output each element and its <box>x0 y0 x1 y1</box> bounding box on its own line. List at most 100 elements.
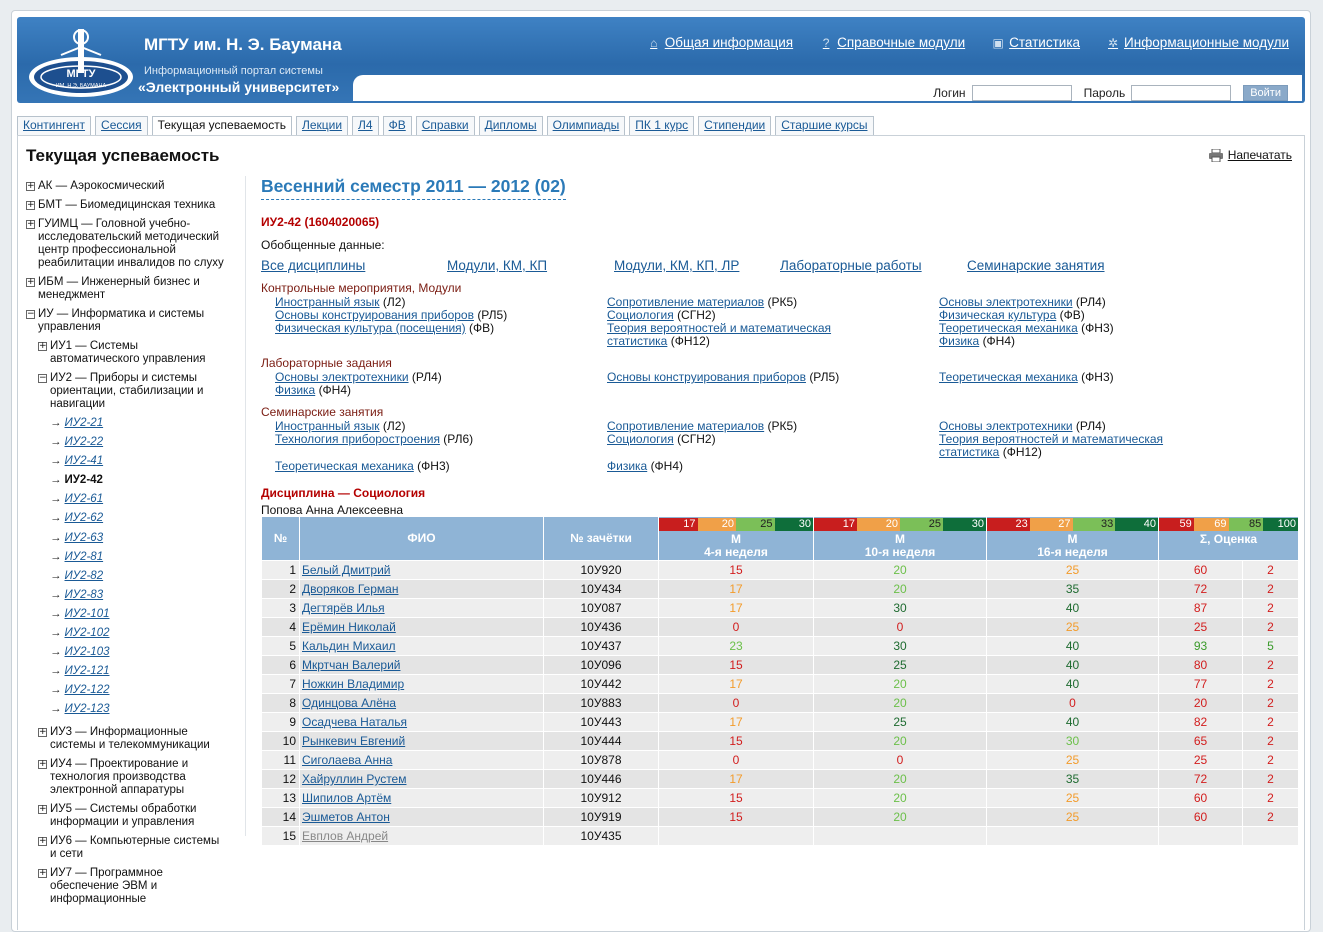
student-link[interactable]: Ножкин Владимир <box>302 677 405 691</box>
topnav-link-3[interactable]: ✲ Информационные модули <box>1106 35 1289 50</box>
summary-link-1[interactable]: Модули, КМ, КП <box>447 258 548 273</box>
discipline-link[interactable]: Теоретическая механика <box>275 459 414 473</box>
tab-9[interactable]: ПК 1 курс <box>629 116 695 135</box>
group-item[interactable]: → ИУ2-42 <box>50 471 226 490</box>
expand-icon[interactable]: + <box>26 181 35 191</box>
tree-node[interactable]: + ИУ6 — Компьютерные системы и сети <box>38 835 226 861</box>
group-item[interactable]: → ИУ2-102 <box>50 624 226 643</box>
discipline-link[interactable]: Социология <box>607 432 674 446</box>
col-fio-header[interactable]: ФИО <box>299 516 544 561</box>
tab-10[interactable]: Стипендии <box>698 116 772 135</box>
group-link[interactable]: ИУ2-82 <box>64 569 104 582</box>
group-link[interactable]: ИУ2-123 <box>64 703 110 716</box>
tab-4[interactable]: Л4 <box>352 116 379 135</box>
tree-node[interactable]: + ГУИМЦ — Головной учебно-исследовательск… <box>26 218 226 270</box>
expand-icon[interactable]: + <box>38 867 47 878</box>
discipline-link[interactable]: Физика <box>275 383 316 397</box>
group-link[interactable]: ИУ2-21 <box>64 417 104 429</box>
student-link[interactable]: Рынкевич Евгений <box>302 734 406 748</box>
collapse-icon[interactable]: − <box>38 373 47 383</box>
group-item[interactable]: → ИУ2-22 <box>50 433 226 452</box>
tab-3[interactable]: Лекции <box>295 116 349 135</box>
group-item[interactable]: → ИУ2-122 <box>50 681 226 700</box>
tab-5[interactable]: ФВ <box>382 116 412 135</box>
expand-icon[interactable]: + <box>26 219 35 229</box>
student-link[interactable]: Хайруллин Рустем <box>302 772 407 786</box>
group-item[interactable]: → ИУ2-62 <box>50 509 226 528</box>
tree-node[interactable]: + ИУ3 — Информационные системы и телекомм… <box>38 726 226 752</box>
student-link[interactable]: Осадчева Наталья <box>302 715 408 729</box>
student-link[interactable]: Дворяков Герман <box>302 582 399 596</box>
discipline-link[interactable]: Сопротивление материалов <box>607 419 765 433</box>
discipline-link[interactable]: Теоретическая механика <box>939 321 1078 335</box>
group-item[interactable]: → ИУ2-103 <box>50 643 226 662</box>
discipline-link[interactable]: Физика <box>607 459 648 473</box>
discipline-link[interactable]: Социология <box>607 308 674 322</box>
group-link[interactable]: ИУ2-81 <box>64 550 104 563</box>
col-week4-header[interactable]: 17 20 25 30 М 4-я неделя <box>658 516 814 561</box>
tab-2[interactable]: Текущая успеваемость <box>151 116 292 136</box>
student-link[interactable]: Одинцова Алёна <box>302 696 397 710</box>
tree-node[interactable]: + ИУ4 — Проектирование и технология произ… <box>38 758 226 797</box>
col-total-header[interactable]: 59 69 85 100 Σ, Оценка <box>1158 516 1299 561</box>
tab-7[interactable]: Дипломы <box>478 116 543 135</box>
topnav-link-0[interactable]: ⌂ Общая информация <box>647 35 793 50</box>
university-logo[interactable]: МГТУ ИМ. Н.Э. БАУМАНА <box>25 23 137 101</box>
group-item[interactable]: → ИУ2-21 <box>50 414 226 433</box>
tree-node[interactable]: + ИБМ — Инженерный бизнес и менеджмент <box>26 276 226 302</box>
password-input[interactable] <box>1131 85 1232 101</box>
topnav-link-1[interactable]: ? Справочные модули <box>819 35 965 50</box>
tab-0[interactable]: Контингент <box>17 116 92 135</box>
expand-icon[interactable]: + <box>26 277 35 287</box>
tab-1[interactable]: Сессия <box>95 116 148 135</box>
discipline-link[interactable]: Основы электротехники <box>275 370 409 384</box>
expand-icon[interactable]: + <box>38 835 47 846</box>
group-item[interactable]: → ИУ2-81 <box>50 548 226 567</box>
group-item[interactable]: → ИУ2-82 <box>50 567 226 586</box>
discipline-link[interactable]: Основы электротехники <box>939 295 1073 309</box>
tab-6[interactable]: Справки <box>415 116 475 135</box>
topnav-link-2[interactable]: ▣ Статистика <box>991 35 1080 50</box>
login-input[interactable] <box>971 85 1072 101</box>
discipline-link[interactable]: Теоретическая механика <box>939 370 1078 384</box>
student-link[interactable]: Сиголаева Анна <box>302 753 393 767</box>
discipline-link[interactable]: Физическая культура (посещения) <box>275 321 466 335</box>
expand-icon[interactable]: + <box>38 803 47 814</box>
tab-11[interactable]: Старшие курсы <box>775 116 874 135</box>
student-link[interactable]: Эшметов Антон <box>302 810 390 824</box>
group-item[interactable]: → ИУ2-101 <box>50 605 226 624</box>
summary-link-0[interactable]: Все дисциплины <box>261 258 366 273</box>
discipline-link[interactable]: Сопротивление материалов <box>607 295 765 309</box>
tree-node[interactable]: + ИУ7 — Программное обеспечение ЭВМ и инф… <box>38 867 226 906</box>
tab-8[interactable]: Олимпиады <box>546 116 626 135</box>
discipline-link[interactable]: Физика <box>939 334 980 348</box>
student-link[interactable]: Мкртчан Валерий <box>302 658 401 672</box>
tree-node[interactable]: + ИУ5 — Системы обработки информации и уп… <box>38 803 226 829</box>
tree-node[interactable]: + АК — Аэрокосмический <box>26 180 226 193</box>
print-link[interactable]: Напечатать <box>1208 148 1292 162</box>
discipline-link[interactable]: Основы электротехники <box>939 419 1073 433</box>
summary-link-2[interactable]: Модули, КМ, КП, ЛР <box>614 258 740 273</box>
student-link[interactable]: Ерёмин Николай <box>302 620 396 634</box>
discipline-link[interactable]: Теория вероятностей и математическая ста… <box>607 321 832 348</box>
discipline-link[interactable]: Основы конструирования приборов <box>607 370 806 384</box>
discipline-link[interactable]: Иностранный язык <box>275 419 380 433</box>
group-item[interactable]: → ИУ2-83 <box>50 586 226 605</box>
col-record-header[interactable]: № зачётки <box>543 516 659 561</box>
group-item[interactable]: → ИУ2-61 <box>50 490 226 509</box>
group-link[interactable]: ИУ2-83 <box>64 588 104 601</box>
group-link[interactable]: ИУ2-63 <box>64 531 104 544</box>
col-week10-header[interactable]: 17 20 25 30 М 10-я неделя <box>813 516 987 561</box>
expand-icon[interactable]: + <box>38 341 47 351</box>
group-link[interactable]: ИУ2-62 <box>64 512 104 525</box>
semester-title[interactable]: Весенний семестр 2011 — 2012 (02) <box>261 176 566 200</box>
discipline-link[interactable]: Теория вероятностей и математическая ста… <box>939 432 1164 459</box>
login-button[interactable]: Войти <box>1243 85 1288 101</box>
col-week16-header[interactable]: 23 27 33 40 М 16-я неделя <box>986 516 1159 561</box>
group-item[interactable]: → ИУ2-123 <box>50 700 226 719</box>
expand-icon[interactable]: + <box>26 200 35 210</box>
summary-link-4[interactable]: Семинарские занятия <box>967 258 1105 273</box>
tree-node[interactable]: + БМТ — Биомедицинская техника <box>26 199 226 212</box>
group-link[interactable]: ИУ2-121 <box>64 665 110 678</box>
student-link[interactable]: Белый Дмитрий <box>302 563 391 577</box>
